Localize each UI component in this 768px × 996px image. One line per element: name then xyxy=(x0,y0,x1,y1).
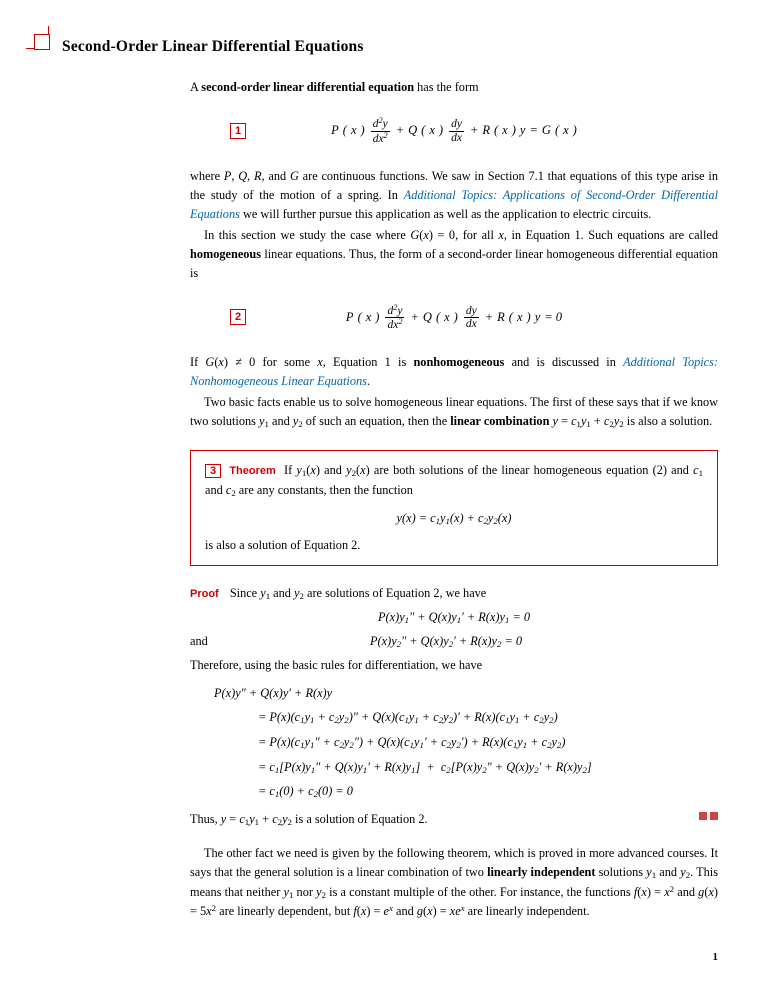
para-1: where P, Q, R, and G are continuous func… xyxy=(190,167,718,224)
equation-2: 2 P(x) d2ydx2 + Q(x) dydx + R(x)y = 0 xyxy=(190,299,718,335)
eq-number: 2 xyxy=(230,309,246,325)
qed-icon xyxy=(699,812,718,820)
equation-1: 1 P(x) d2ydx2 + Q(x) dydx + R(x)y = G(x) xyxy=(190,113,718,149)
para-5: The other fact we need is given by the f… xyxy=(190,844,718,922)
intro-para: A second-order linear differential equat… xyxy=(190,78,718,97)
eq-number: 1 xyxy=(230,123,246,139)
proof-eq-b: and P(x)y2″ + Q(x)y2′ + R(x)y2 = 0 xyxy=(190,632,718,652)
theorem-number: 3 xyxy=(205,464,221,478)
para-3: If G(x) ≠ 0 for some x, Equation 1 is no… xyxy=(190,353,718,391)
eq-math: P(x) d2ydx2 + Q(x) dydx + R(x)y = 0 xyxy=(346,304,562,331)
proof-conclusion: Thus, y = c1y1 + c2y2 is a solution of E… xyxy=(190,810,718,830)
page-number: 1 xyxy=(190,949,718,966)
corner-tick xyxy=(26,48,34,49)
eq-math: P(x) d2ydx2 + Q(x) dydx + R(x)y = G(x) xyxy=(331,117,577,144)
corner-decoration xyxy=(34,34,50,50)
para-4: Two basic facts enable us to solve homog… xyxy=(190,393,718,432)
theorem-text-a: If y1(x) and y2(x) are both solutions of… xyxy=(205,463,703,497)
page-title: Second-Order Linear Differential Equatio… xyxy=(62,38,718,56)
proof-label: Proof xyxy=(190,588,219,600)
proof-start: Proof Since y1 and y2 are solutions of E… xyxy=(190,584,718,604)
theorem-box: 3 Theorem If y1(x) and y2(x) are both so… xyxy=(190,450,718,566)
theorem-eq: y(x) = c1y1(x) + c2y2(x) xyxy=(205,509,703,529)
proof-derivation: P(x)y″ + Q(x)y′ + R(x)y = P(x)(c1y1 + c2… xyxy=(214,681,718,804)
theorem-text-b: is also a solution of Equation 2. xyxy=(205,538,360,552)
proof-eq-a: P(x)y1″ + Q(x)y1′ + R(x)y1 = 0 xyxy=(190,608,718,628)
content-body: A second-order linear differential equat… xyxy=(190,78,718,966)
theorem-label: Theorem xyxy=(229,465,275,477)
page: Second-Order Linear Differential Equatio… xyxy=(0,0,768,996)
para-2: In this section we study the case where … xyxy=(190,226,718,283)
proof-line2: Therefore, using the basic rules for dif… xyxy=(190,656,718,675)
corner-tick xyxy=(48,26,49,34)
